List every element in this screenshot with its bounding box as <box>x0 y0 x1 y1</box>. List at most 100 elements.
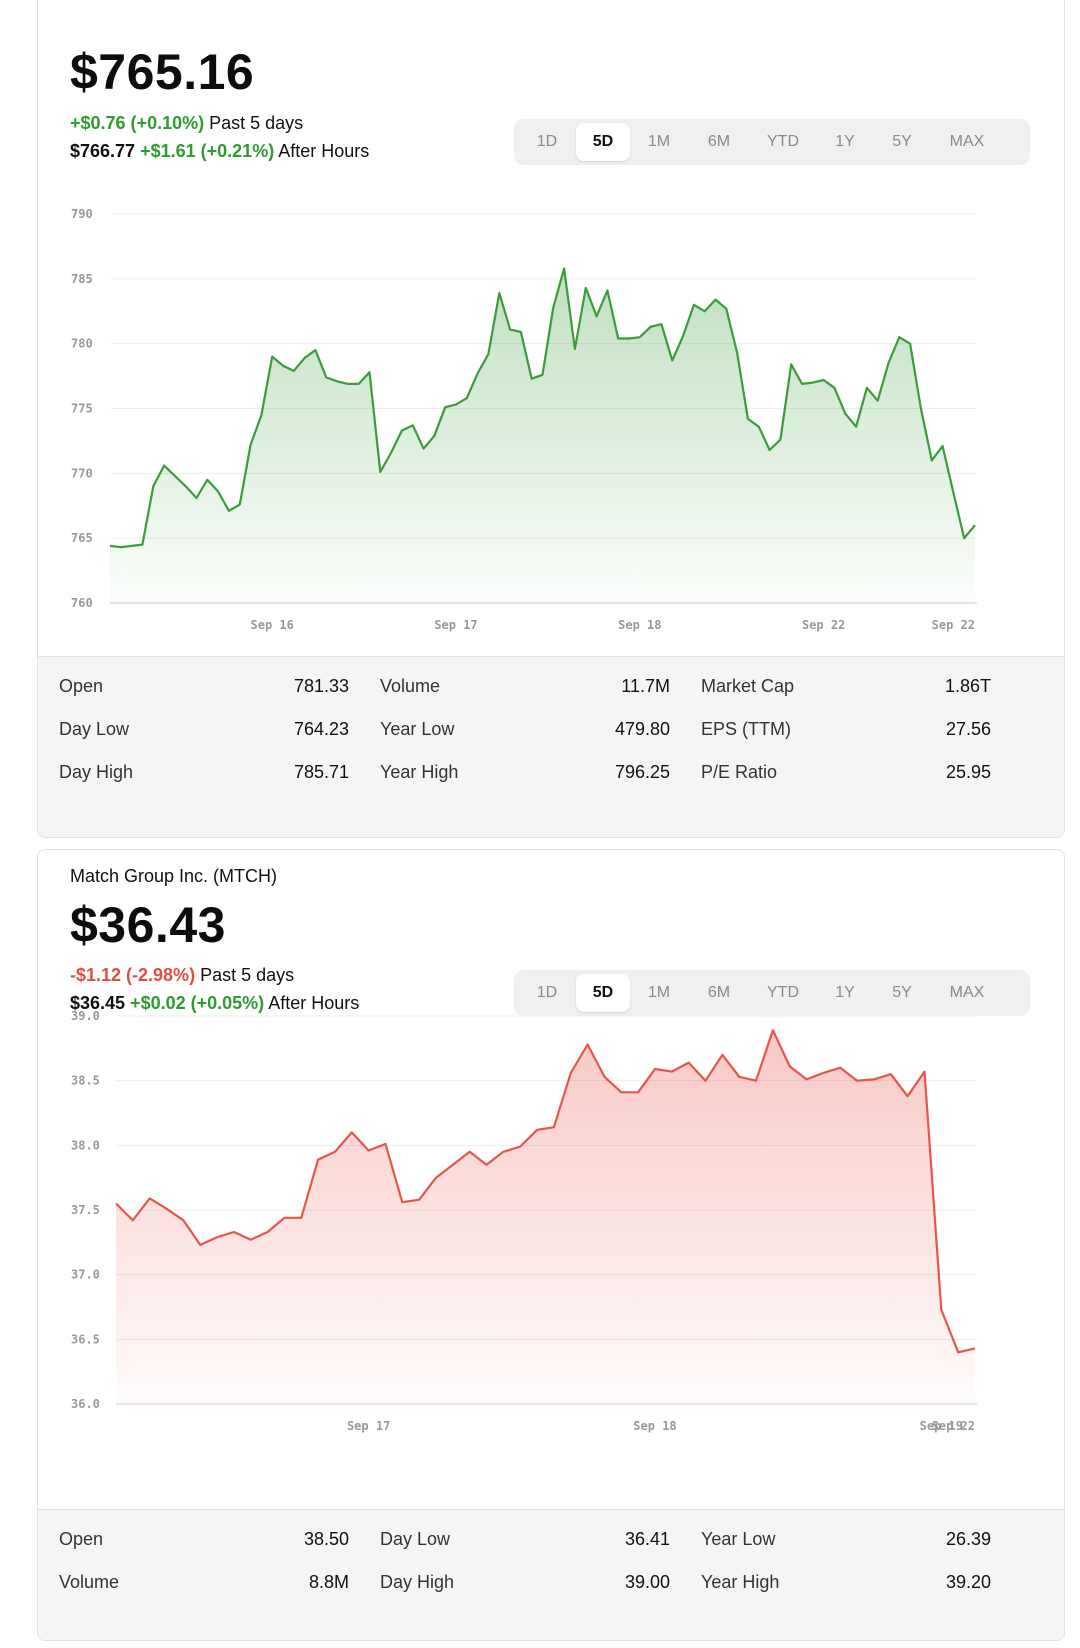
period-change-caption: Past 5 days <box>200 965 295 985</box>
stat-value: 796.25 <box>614 762 670 782</box>
range-1y[interactable]: 1Y <box>835 984 855 1001</box>
stat-year-low: Year Low 479.80 <box>359 719 680 740</box>
period-change-caption: Past 5 days <box>209 113 304 133</box>
stat-label: Volume <box>380 676 441 696</box>
x-tick-label: Sep 17 <box>434 618 477 632</box>
range-ytd[interactable]: YTD <box>767 133 799 150</box>
x-tick-label: Sep 22 <box>932 1419 975 1433</box>
range-1d[interactable]: 1D <box>536 133 558 150</box>
stats-row: Day Low 764.23 Year Low 479.80 EPS (TTM) 27.5… <box>38 708 1064 751</box>
range-ytd[interactable]: YTD <box>767 984 799 1001</box>
range-5d[interactable]: 5D <box>576 974 630 1012</box>
stat-day-low: Day Low 764.23 <box>38 719 359 740</box>
stat-year-high: Year High 796.25 <box>359 762 680 783</box>
after-hours: $766.77 +$1.61 (+0.21%) After Hours <box>70 141 369 162</box>
range-1d[interactable]: 1D <box>536 984 558 1001</box>
range-5y[interactable]: 5Y <box>892 984 912 1001</box>
range-5y[interactable]: 5Y <box>892 133 912 150</box>
y-tick-label: 37.0 <box>71 1268 100 1282</box>
x-tick-label: Sep 22 <box>932 618 975 632</box>
stat-label: Year Low <box>701 1529 776 1549</box>
stat-label: Volume <box>59 1572 120 1592</box>
y-tick-label: 37.5 <box>71 1203 100 1217</box>
stat-label: Day High <box>59 762 134 782</box>
stat-value: 27.56 <box>945 719 991 739</box>
stat-value: 38.50 <box>303 1529 349 1549</box>
stats-panel: Open 38.50 Day Low 36.41 Year Low 26.39 Volume… <box>38 1509 1064 1640</box>
stat-label: Open <box>59 676 104 696</box>
stat-value: 25.95 <box>945 762 991 782</box>
stat-value: 479.80 <box>614 719 670 739</box>
stat-label: Market Cap <box>701 676 795 696</box>
stat-p-e-ratio: P/E Ratio 25.95 <box>680 762 1001 783</box>
after-hours-price: $36.45 <box>70 993 126 1013</box>
stock-card-mtch: Match Group Inc. (MTCH) $36.43 -$1.12 (-… <box>37 849 1065 1641</box>
y-tick-label: 780 <box>71 337 93 351</box>
x-tick-label: Sep 16 <box>251 618 294 632</box>
stat-value: 39.20 <box>945 1572 991 1592</box>
range-selector: 1D 5D 1M 6M YTD 1Y 5Y MAX <box>514 970 1030 1016</box>
y-tick-label: 38.5 <box>71 1074 100 1088</box>
after-hours: $36.45 +$0.02 (+0.05%) After Hours <box>70 993 359 1014</box>
range-max[interactable]: MAX <box>949 133 985 150</box>
stat-day-high: Day High 39.00 <box>359 1572 680 1593</box>
price-chart: 39.0 38.5 38.0 37.5 37.0 36.5 36.0 Sep 17 Sep 18… <box>71 1009 977 1433</box>
y-tick-label: 38.0 <box>71 1138 100 1152</box>
x-tick-label: Sep 22 <box>802 618 845 632</box>
y-tick-label: 775 <box>71 402 93 416</box>
company-name: Match Group Inc. (MTCH) <box>70 866 278 886</box>
stats-row: Open 38.50 Day Low 36.41 Year Low 26.39 <box>38 1518 1064 1561</box>
y-tick-label: 765 <box>71 531 93 545</box>
stat-label: Year High <box>380 762 459 782</box>
stat-value: 39.00 <box>624 1572 670 1592</box>
stats-row: Open 781.33 Volume 11.7M Market Cap 1.86T <box>38 665 1064 708</box>
stats-row: Day High 785.71 Year High 796.25 P/E Ratio 25… <box>38 751 1064 794</box>
stat-label: EPS (TTM) <box>701 719 791 739</box>
range-1m[interactable]: 1M <box>647 133 671 150</box>
x-tick-label: Sep 18 <box>618 618 661 632</box>
stat-year-low: Year Low 26.39 <box>680 1529 1001 1550</box>
range-max[interactable]: MAX <box>949 984 985 1001</box>
stat-open: Open 38.50 <box>38 1529 359 1550</box>
period-change-value: -$1.12 (-2.98%) <box>70 965 196 985</box>
stat-label: Open <box>59 1529 104 1549</box>
price-line <box>109 267 976 549</box>
stat-value: 26.39 <box>945 1529 991 1549</box>
stat-value: 781.33 <box>293 676 349 696</box>
stat-value: 764.23 <box>293 719 349 739</box>
range-5d[interactable]: 5D <box>576 123 630 161</box>
stock-card-primary: $765.16 +$0.76 (+0.10%) Past 5 days $766… <box>37 0 1065 838</box>
stat-eps-ttm: EPS (TTM) 27.56 <box>680 719 1001 740</box>
stat-volume: Volume 8.8M <box>38 1572 359 1593</box>
y-tick-label: 770 <box>71 466 93 480</box>
stat-year-high: Year High 39.20 <box>680 1572 1001 1593</box>
stock-price: $765.16 <box>70 44 255 100</box>
stat-label: P/E Ratio <box>701 762 778 782</box>
stat-label: Day Low <box>380 1529 451 1549</box>
range-1y[interactable]: 1Y <box>835 133 855 150</box>
stat-value: 8.8M <box>308 1572 349 1592</box>
range-6m[interactable]: 6M <box>707 133 731 150</box>
period-change: +$0.76 (+0.10%) Past 5 days <box>70 113 303 134</box>
stat-volume: Volume 11.7M <box>359 676 680 697</box>
stat-value: 11.7M <box>621 676 670 696</box>
x-tick-label: Sep 17 <box>347 1419 390 1433</box>
y-tick-label: 790 <box>71 207 93 221</box>
range-6m[interactable]: 6M <box>707 984 731 1001</box>
stat-value: 785.71 <box>293 762 349 782</box>
x-tick-label: Sep 19 <box>920 1419 963 1433</box>
price-area <box>116 1030 975 1404</box>
period-change-value: +$0.76 (+0.10%) <box>70 113 205 133</box>
y-tick-label: 39.0 <box>71 1009 100 1023</box>
stat-value: 1.86T <box>944 676 991 696</box>
stock-price: $36.43 <box>70 897 226 953</box>
after-hours-change: +$1.61 (+0.21%) <box>140 141 275 161</box>
stats-row: Volume 8.8M Day High 39.00 Year High 39.20 <box>38 1561 1064 1604</box>
y-tick-label: 36.0 <box>71 1397 100 1411</box>
range-1m[interactable]: 1M <box>647 984 671 1001</box>
stat-value: 36.41 <box>624 1529 670 1549</box>
price-chart: 790 785 780 775 770 765 760 Sep 16 Sep 17 Sep 18 S… <box>71 207 977 632</box>
period-change: -$1.12 (-2.98%) Past 5 days <box>70 965 294 986</box>
price-line <box>115 1029 976 1354</box>
after-hours-change: +$0.02 (+0.05%) <box>130 993 265 1013</box>
